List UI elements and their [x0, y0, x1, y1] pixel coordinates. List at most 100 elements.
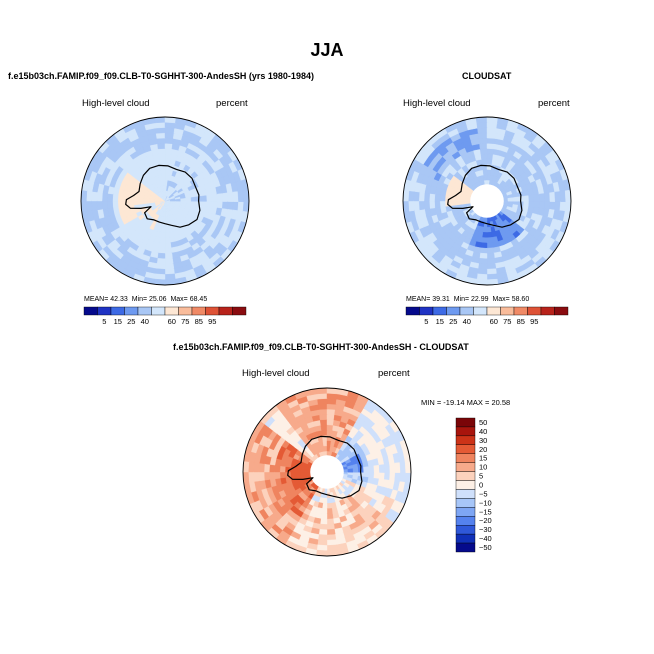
model-colorbar-tick-label: 5	[102, 317, 106, 326]
obs-stats: MEAN= 39.31 Min= 22.99 Max= 58.60	[406, 296, 529, 303]
obs-map-missing-pole	[470, 184, 504, 218]
obs-units-label: percent	[538, 98, 570, 109]
diff-colorbar-tick-label: −5	[479, 489, 488, 498]
diff-colorbar-cell	[455, 435, 476, 446]
obs-variable-label: High-level cloud	[403, 98, 471, 109]
obs-colorbar-tick-label: 85	[517, 317, 525, 326]
model-map	[80, 116, 250, 286]
obs-min-label: Min=	[453, 296, 470, 303]
model-max-label: Max=	[170, 296, 188, 303]
obs-colorbar-tick-label: 5	[424, 317, 428, 326]
obs-colorbar-tick-label: 60	[490, 317, 498, 326]
model-colorbar-cell	[124, 306, 139, 316]
obs-colorbar-cell	[446, 306, 461, 316]
obs-min-value: 22.99	[471, 296, 489, 303]
diff-colorbar-cell	[455, 444, 476, 454]
obs-colorbar-tick-label: 75	[503, 317, 511, 326]
obs-colorbar-cell	[419, 306, 434, 316]
model-colorbar-cell	[164, 306, 179, 316]
obs-map-field	[403, 117, 571, 285]
diff-colorbar-cell	[455, 471, 476, 481]
diff-colorbar-tick-label: 15	[479, 454, 487, 463]
model-colorbar-cell	[97, 306, 112, 316]
model-colorbar-cell	[218, 306, 233, 316]
model-colorbar-cell	[178, 306, 193, 316]
obs-colorbar-cell	[554, 306, 569, 316]
model-colorbar-cell	[191, 306, 206, 316]
diff-panel-title: f.e15b03ch.FAMIP.f09_f09.CLB-T0-SGHHT-30…	[173, 342, 469, 352]
model-units-label: percent	[216, 98, 248, 109]
obs-colorbar-cell	[513, 306, 528, 316]
diff-map-field	[243, 388, 411, 556]
model-colorbar-cell	[83, 306, 98, 316]
diff-map-border	[242, 387, 412, 557]
model-stats: MEAN= 42.33 Min= 25.06 Max= 68.45	[84, 296, 207, 303]
diff-colorbar-tick-label: −20	[479, 516, 492, 525]
diff-units-label: percent	[378, 368, 410, 379]
obs-colorbar-cell	[432, 306, 447, 316]
obs-colorbar-tick-label: 40	[463, 317, 471, 326]
model-colorbar-tick-label: 75	[181, 317, 189, 326]
obs-colorbar: 5 15 25 40 60 75 85 95	[405, 306, 569, 326]
diff-colorbar-tick-label: −10	[479, 498, 492, 507]
diff-colorbar-cell	[455, 453, 476, 463]
model-colorbar-cell	[110, 306, 125, 316]
model-colorbar-cell	[137, 306, 152, 316]
diff-map	[242, 387, 412, 557]
diff-colorbar-cell	[455, 489, 476, 499]
diff-colorbar-tick-label: −40	[479, 534, 492, 543]
diff-colorbar-tick-label: 5	[479, 472, 483, 481]
diff-colorbar-cell	[455, 462, 476, 472]
model-variable-label: High-level cloud	[82, 98, 150, 109]
obs-map	[402, 116, 572, 286]
diff-colorbar-tick-label: 0	[479, 481, 483, 490]
diff-colorbar-cell	[455, 542, 476, 553]
diff-colorbar-cell	[455, 417, 476, 428]
diff-minmax-text: MIN = -19.14 MAX = 20.58	[421, 398, 511, 407]
diff-colorbar-cell	[455, 516, 476, 526]
model-colorbar-cell	[151, 306, 166, 316]
model-colorbar-cell	[232, 306, 247, 316]
obs-max-value: 58.60	[511, 296, 530, 303]
model-map-coastline	[125, 164, 201, 228]
obs-map-coastline	[447, 164, 523, 228]
diff-colorbar-tick-label: 10	[479, 463, 487, 472]
diff-colorbar-tick-label: −30	[479, 525, 492, 534]
obs-map-border	[402, 116, 572, 286]
diff-colorbar-tick-label: −15	[479, 507, 492, 516]
diff-colorbar-cell	[455, 480, 476, 490]
diff-colorbar-tick-label: 20	[479, 445, 487, 454]
obs-colorbar-cell	[473, 306, 488, 316]
obs-panel-title: CLOUDSAT	[462, 71, 512, 81]
diff-colorbar-cell	[455, 426, 476, 437]
diff-colorbar-cell	[455, 525, 476, 535]
obs-colorbar-cell	[459, 306, 474, 316]
diff-colorbar-tick-label: −50	[479, 543, 492, 552]
model-min-value: 25.06	[149, 296, 167, 303]
model-colorbar-tick-label: 95	[208, 317, 216, 326]
model-map-border	[80, 116, 250, 286]
diff-colorbar-tick-label: 30	[479, 436, 487, 445]
model-colorbar-cell	[205, 306, 220, 316]
obs-max-label: Max=	[492, 296, 510, 303]
model-colorbar-tick-label: 15	[114, 317, 122, 326]
obs-colorbar-cell	[486, 306, 501, 316]
diff-colorbar-cell	[455, 498, 476, 508]
model-panel-title: f.e15b03ch.FAMIP.f09_f09.CLB-T0-SGHHT-30…	[8, 71, 314, 81]
obs-mean-label: MEAN=	[406, 296, 431, 303]
diff-colorbar-cell	[455, 507, 476, 517]
obs-colorbar-cell	[500, 306, 515, 316]
obs-colorbar-tick-label: 95	[530, 317, 538, 326]
obs-colorbar-cell	[527, 306, 542, 316]
model-colorbar-tick-label: 60	[168, 317, 176, 326]
model-colorbar-tick-label: 40	[141, 317, 149, 326]
obs-colorbar-cell	[540, 306, 555, 316]
model-colorbar: 5 15 25 40 60 75 85 95	[83, 306, 247, 326]
obs-colorbar-tick-label: 15	[436, 317, 444, 326]
model-colorbar-tick-label: 25	[127, 317, 135, 326]
diff-variable-label: High-level cloud	[242, 368, 310, 379]
diff-colorbar-cell	[455, 533, 476, 544]
obs-mean-value: 39.31	[432, 296, 450, 303]
